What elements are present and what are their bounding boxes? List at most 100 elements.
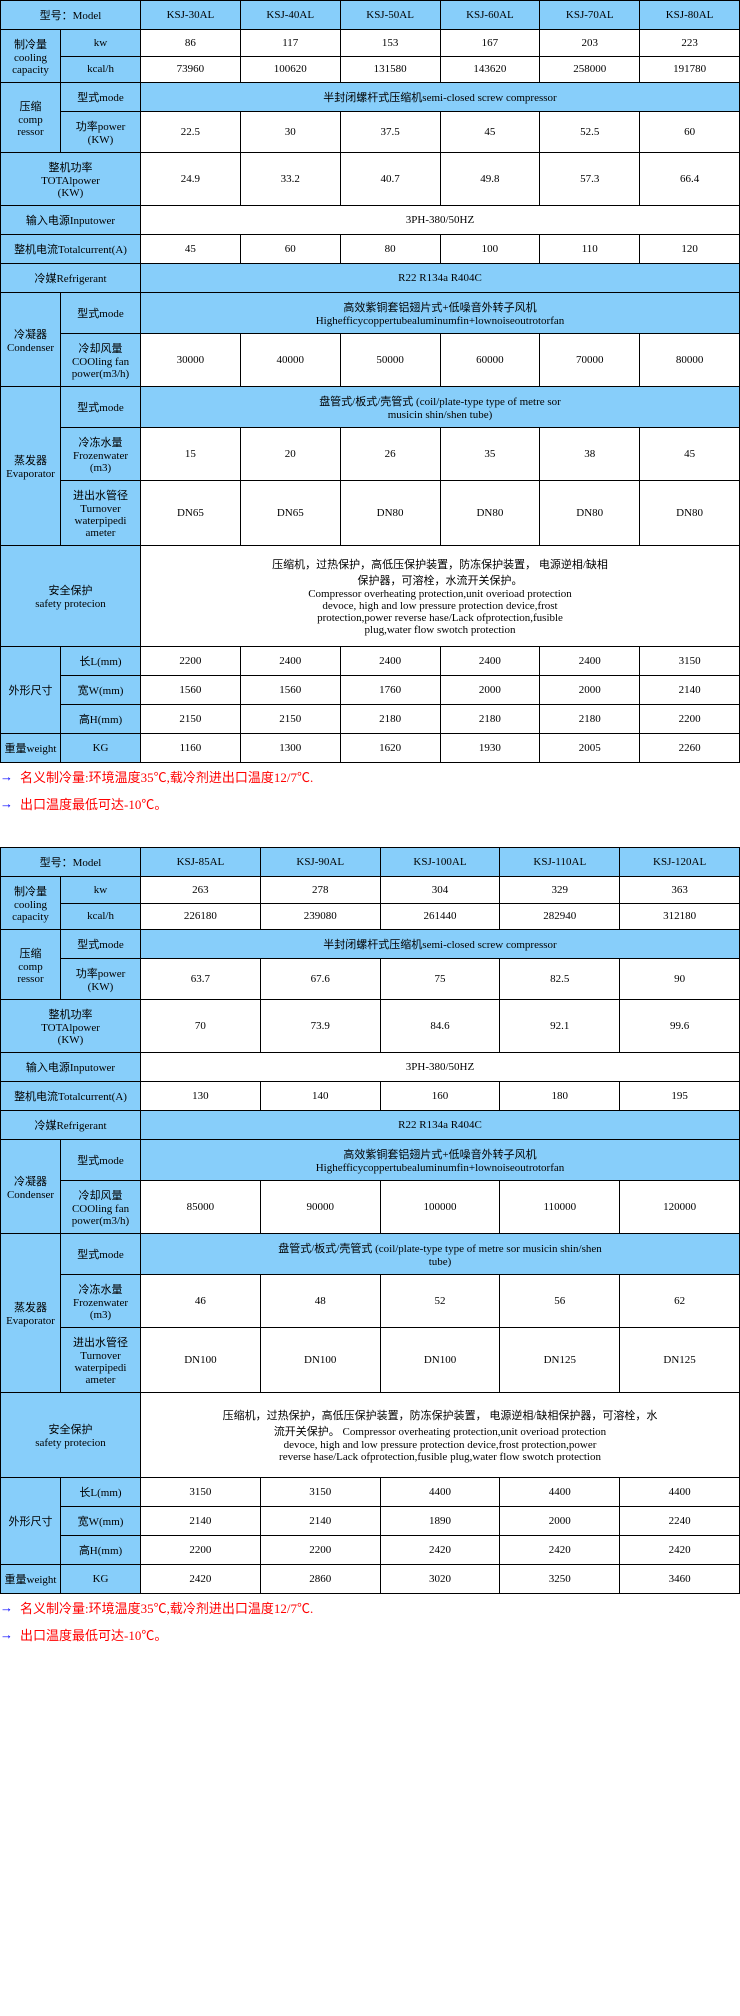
evap-mode-label: 型式mode	[61, 387, 141, 428]
cell: 2150	[240, 705, 340, 734]
cell: DN65	[141, 481, 241, 546]
cell: 1160	[141, 734, 241, 763]
cell: 49.8	[440, 153, 540, 206]
cell: 1930	[440, 734, 540, 763]
hei-label: 高H(mm)	[61, 705, 141, 734]
cell: 2140	[640, 676, 740, 705]
cell: 239080	[260, 903, 380, 930]
cell: 45	[640, 428, 740, 481]
cell: 261440	[380, 903, 500, 930]
cell: 1620	[340, 734, 440, 763]
cell: 90000	[260, 1181, 380, 1234]
comp-power-label: 功率power(KW)	[61, 112, 141, 153]
cell: 2860	[260, 1565, 380, 1594]
cell: 191780	[640, 56, 740, 83]
wid-label: 宽W(mm)	[61, 1507, 141, 1536]
cell: 20	[240, 428, 340, 481]
cell: 2240	[620, 1507, 740, 1536]
cell: 40.7	[340, 153, 440, 206]
frozen-label: 冷冻水量Frozenwater(m3)	[61, 1275, 141, 1328]
cell: DN125	[500, 1328, 620, 1393]
cell: 67.6	[260, 959, 380, 1000]
cell: 1560	[141, 676, 241, 705]
cell: 3150	[640, 647, 740, 676]
cell: 30	[240, 112, 340, 153]
model-col: KSJ-30AL	[141, 1, 241, 30]
kw-label: kw	[61, 30, 141, 57]
note-2: → 出口温度最低可达-10℃。	[0, 790, 740, 817]
cell: 48	[260, 1275, 380, 1328]
cell: 2200	[141, 647, 241, 676]
cell: 1760	[340, 676, 440, 705]
cell: 60	[240, 235, 340, 264]
cell: 3020	[380, 1565, 500, 1594]
model-col: KSJ-50AL	[340, 1, 440, 30]
arrow-icon: →	[0, 1600, 13, 1616]
cell: 26	[340, 428, 440, 481]
model-header: 型号：Model	[1, 1, 141, 30]
model-col: KSJ-100AL	[380, 848, 500, 877]
note-text: 名义制冷量:环境温度35℃,载冷剂进出口温度12/7℃.	[20, 770, 313, 785]
comp-mode: 半封闭螺杆式压缩机semi-closed screw compressor	[141, 83, 740, 112]
kcal-label: kcal/h	[61, 903, 141, 930]
comp-mode: 半封闭螺杆式压缩机semi-closed screw compressor	[141, 930, 740, 959]
model-col: KSJ-70AL	[540, 1, 640, 30]
kcal-label: kcal/h	[61, 56, 141, 83]
cell: 2005	[540, 734, 640, 763]
cell: 73.9	[260, 1000, 380, 1053]
cell: 50000	[340, 334, 440, 387]
arrow-icon: →	[0, 769, 13, 785]
refrigerant-val: R22 R134a R404C	[141, 264, 740, 293]
cell: 82.5	[500, 959, 620, 1000]
comp-mode-label: 型式mode	[61, 83, 141, 112]
cell: 100620	[240, 56, 340, 83]
wid-label: 宽W(mm)	[61, 676, 141, 705]
cell: DN65	[240, 481, 340, 546]
cell: 140	[260, 1082, 380, 1111]
evap-label: 蒸发器Evaporator	[1, 1234, 61, 1393]
cell: 52	[380, 1275, 500, 1328]
cell: 2180	[540, 705, 640, 734]
cell: 2150	[141, 705, 241, 734]
input-val: 3PH-380/50HZ	[141, 1053, 740, 1082]
model-col: KSJ-80AL	[640, 1, 740, 30]
cell: 2420	[141, 1565, 261, 1594]
input-label: 输入电源Inputower	[1, 1053, 141, 1082]
note-text: 出口温度最低可达-10℃。	[20, 797, 167, 812]
safety-label: 安全保护safety protecion	[1, 546, 141, 647]
compressor-label: 压缩compressor	[1, 83, 61, 153]
cell: DN125	[620, 1328, 740, 1393]
cell: 2180	[440, 705, 540, 734]
cell: 2140	[141, 1507, 261, 1536]
evap-label: 蒸发器Evaporator	[1, 387, 61, 546]
input-val: 3PH-380/50HZ	[141, 206, 740, 235]
weight-label: 重量weight	[1, 1565, 61, 1594]
kg-label: KG	[61, 1565, 141, 1594]
model-header: 型号：Model	[1, 848, 141, 877]
cell: DN80	[440, 481, 540, 546]
condenser-label: 冷凝器Condenser	[1, 293, 61, 387]
cell: 92.1	[500, 1000, 620, 1053]
cond-mode-label: 型式mode	[61, 293, 141, 334]
cell: 2000	[440, 676, 540, 705]
cell: 30000	[141, 334, 241, 387]
arrow-icon: →	[0, 1627, 13, 1643]
cell: 167	[440, 30, 540, 57]
arrow-icon: →	[0, 796, 13, 812]
current-label: 整机电流Totalcurrent(A)	[1, 235, 141, 264]
cell: 2200	[260, 1536, 380, 1565]
cell: 2200	[640, 705, 740, 734]
evap-mode-label: 型式mode	[61, 1234, 141, 1275]
cell: 3250	[500, 1565, 620, 1594]
cell: 22.5	[141, 112, 241, 153]
cell: 40000	[240, 334, 340, 387]
cell: DN80	[540, 481, 640, 546]
cell: 2000	[500, 1507, 620, 1536]
dim-label: 外形尺寸	[1, 647, 61, 734]
cell: 110	[540, 235, 640, 264]
current-label: 整机电流Totalcurrent(A)	[1, 1082, 141, 1111]
cell: 75	[380, 959, 500, 1000]
cell: 60	[640, 112, 740, 153]
model-col: KSJ-40AL	[240, 1, 340, 30]
safety-val: 压缩机，过热保护，高低压保护装置，防冻保护装置， 电源逆相/缺相保护器，可溶栓，…	[141, 546, 740, 647]
